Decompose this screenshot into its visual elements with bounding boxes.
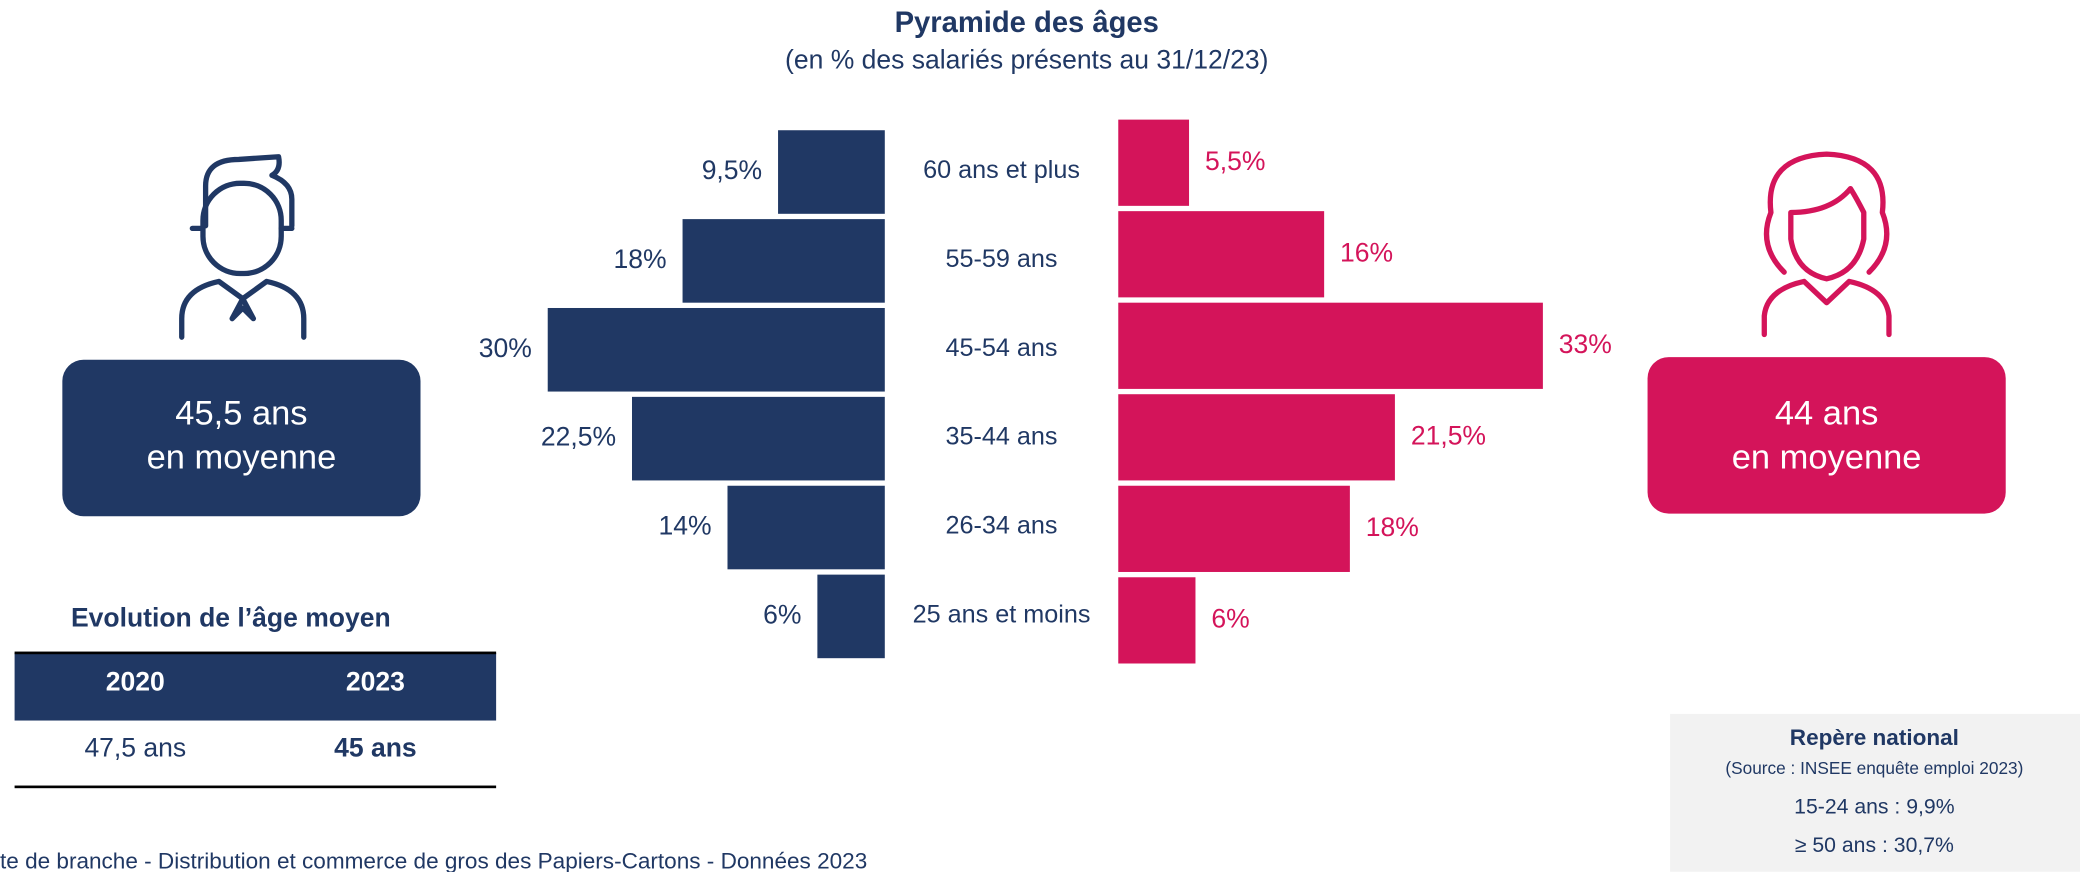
value-label: 18%: [614, 244, 667, 274]
bar: [631, 396, 885, 481]
women-average: en moyenne: [1732, 438, 1922, 476]
category-label: 55-59 ans: [946, 245, 1058, 273]
value-label: 6%: [763, 599, 801, 629]
bar: [547, 307, 885, 392]
value-label: 33%: [1559, 329, 1612, 359]
value-label: 5,5%: [1205, 146, 1265, 176]
value-label: 21,5%: [1411, 420, 1486, 450]
value-label: 6%: [1211, 603, 1249, 633]
value-label: 14%: [658, 511, 711, 541]
table-title: Evolution de l’âge moyen: [71, 603, 391, 633]
national-line: 15-24 ans : 9,9%: [1794, 796, 1955, 819]
man-icon: [179, 154, 307, 340]
table-header: [14, 652, 497, 721]
value-label: 22,5%: [541, 422, 616, 452]
bar: [727, 485, 885, 570]
chart-title: Pyramide des âges: [895, 7, 1159, 39]
men-average-box: [62, 359, 421, 517]
bar: [1118, 485, 1350, 572]
men-average: en moyenne: [147, 438, 337, 476]
category-label: 26-34 ans: [946, 512, 1058, 540]
value-label: 16%: [1340, 237, 1393, 267]
table-rule: [14, 651, 497, 655]
table-header-cell: 2020: [106, 666, 165, 696]
category-label: 60 ans et plus: [923, 156, 1080, 184]
national-line: ≥ 50 ans : 30,7%: [1795, 834, 1954, 857]
national-box: [1670, 713, 2080, 872]
national-source: (Source : INSEE enquête emploi 2023): [1725, 758, 2023, 778]
bar: [1118, 577, 1196, 664]
bar: [1118, 211, 1325, 298]
category-label: 45-54 ans: [946, 334, 1058, 362]
category-label: 35-44 ans: [946, 423, 1058, 451]
value-label: 30%: [479, 333, 532, 363]
bar: [817, 574, 885, 659]
footer: te de branche - Distribution et commerce…: [0, 848, 867, 872]
bar: [682, 219, 885, 303]
national-title: Repère national: [1790, 725, 1959, 750]
bar: [1118, 119, 1190, 206]
chart-subtitle: (en % des salariés présents au 31/12/23): [785, 44, 1268, 74]
value-label: 18%: [1366, 512, 1419, 542]
table-header-cell: 2023: [346, 666, 405, 696]
category-label: 25 ans et moins: [913, 600, 1091, 628]
table-cell: 45 ans: [334, 733, 417, 763]
woman-icon: [1761, 151, 1892, 338]
bar: [778, 130, 885, 214]
men-average: 45,5 ans: [175, 395, 307, 433]
bar: [1118, 394, 1395, 481]
women-average-box: [1647, 357, 2006, 514]
table-rule: [14, 785, 497, 789]
women-average: 44 ans: [1775, 395, 1879, 433]
table-cell: 47,5 ans: [84, 733, 186, 763]
bar: [1118, 302, 1543, 389]
value-label: 9,5%: [702, 155, 762, 185]
